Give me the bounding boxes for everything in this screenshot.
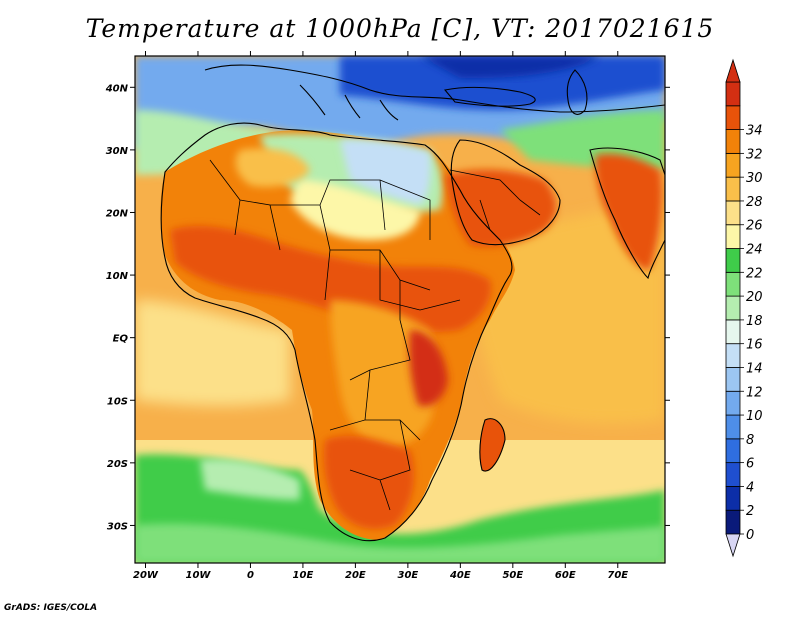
colorbar-swatch bbox=[725, 129, 741, 154]
black-sea-coast bbox=[443, 86, 536, 107]
colorbar-swatch bbox=[725, 319, 741, 345]
colorbar-label: 8 bbox=[746, 433, 754, 448]
south-africa-hot bbox=[323, 435, 415, 529]
colorbar-label: 2 bbox=[746, 504, 754, 519]
colorbar-swatch bbox=[725, 438, 741, 464]
colorbar-swatch bbox=[725, 462, 741, 487]
arabia-coastline bbox=[450, 139, 561, 246]
colorbar-under-arrow bbox=[725, 533, 741, 558]
india-hot bbox=[595, 153, 662, 270]
colorbar-swatch bbox=[725, 224, 741, 249]
colorbar-swatch bbox=[725, 367, 741, 392]
lon-tick-label: 60E bbox=[555, 570, 576, 581]
colorbar-swatch bbox=[725, 509, 741, 535]
colorbar-label: 30 bbox=[746, 171, 763, 186]
colorbar-swatch bbox=[725, 390, 741, 416]
colorbar-label: 16 bbox=[746, 338, 763, 353]
colorbar-label: 6 bbox=[746, 457, 754, 472]
lon-tick-label: 20W bbox=[133, 570, 159, 581]
sahel-yellow bbox=[290, 180, 420, 240]
colorbar-label: 10 bbox=[746, 409, 763, 424]
lat-tick-label: 20N bbox=[106, 208, 129, 219]
coastlines bbox=[160, 64, 665, 542]
colorbar-label: 28 bbox=[746, 195, 763, 210]
latitude-axis: 40N 30N 20N 10N EQ 10S 20S 30S bbox=[105, 83, 670, 532]
northwest-warm bbox=[235, 148, 310, 187]
map-title: Temperature at 1000hPa [C], VT: 20170216… bbox=[85, 14, 715, 43]
ocean-band-south-18 bbox=[135, 523, 665, 563]
borders-lines bbox=[209, 159, 541, 511]
caspian-sea-coast bbox=[566, 69, 588, 115]
sahara-lightblue bbox=[340, 139, 431, 205]
lat-tick-label: 10N bbox=[106, 271, 129, 282]
colorbar-label: 4 bbox=[746, 480, 754, 495]
colorbar-swatch bbox=[725, 414, 741, 440]
colorbar-swatch bbox=[725, 105, 741, 130]
colorbar-swatch bbox=[725, 343, 741, 368]
colorbar-swatch bbox=[725, 486, 741, 511]
lat-tick-label: 20S bbox=[107, 459, 128, 470]
colorbar-label: 32 bbox=[746, 147, 763, 162]
colorbar-over-arrow bbox=[725, 58, 741, 83]
lon-tick-label: 30E bbox=[397, 570, 418, 581]
lat-tick-label: 40N bbox=[105, 83, 129, 94]
colorbar-label: 12 bbox=[746, 385, 763, 400]
colorbar-label: 24 bbox=[746, 243, 763, 258]
arabia-hot bbox=[445, 169, 557, 247]
lat-tick-label: 30N bbox=[106, 146, 129, 157]
middle-east-green bbox=[500, 110, 665, 170]
madagascar-field bbox=[479, 418, 505, 471]
colorbar-swatch bbox=[725, 200, 741, 226]
africa-coastline bbox=[160, 122, 513, 542]
lon-tick-label: 10E bbox=[293, 570, 314, 581]
lon-tick-label: 50E bbox=[502, 570, 523, 581]
colorbar-swatch bbox=[725, 152, 741, 178]
plot-frame bbox=[134, 55, 666, 564]
grads-credit: GrADS: IGES/COLA bbox=[4, 603, 98, 613]
ocean-patch-cool bbox=[200, 459, 300, 500]
atlantic-patch bbox=[135, 300, 290, 406]
country-borders bbox=[209, 159, 541, 511]
colorbar-swatch bbox=[725, 176, 741, 202]
lat-tick-label: EQ bbox=[113, 334, 129, 345]
lon-tick-label: 0 bbox=[247, 570, 254, 581]
lat-tick-label: 30S bbox=[107, 521, 128, 532]
east-africa-hottest bbox=[409, 330, 448, 407]
colorbar-label: 18 bbox=[746, 314, 763, 329]
colorbar-label: 14 bbox=[746, 361, 763, 376]
colorbar-swatch bbox=[725, 271, 741, 297]
north-cold-region bbox=[340, 56, 665, 110]
north-coldest-region bbox=[420, 56, 600, 79]
lon-tick-label: 10W bbox=[185, 570, 211, 581]
india-coastline bbox=[589, 147, 665, 280]
colorbar-swatch bbox=[725, 248, 741, 273]
colorbar-label: 0 bbox=[746, 528, 754, 543]
colorbar-label: 34 bbox=[746, 124, 763, 139]
madagascar-coastline bbox=[479, 418, 506, 472]
mediterranean-coasts bbox=[299, 84, 399, 121]
colorbar-label: 22 bbox=[746, 266, 763, 281]
sahel-hottest bbox=[170, 225, 491, 333]
colorbar-swatch bbox=[725, 295, 741, 321]
colorbar-label: 26 bbox=[746, 219, 763, 234]
colorbar-swatch bbox=[725, 81, 741, 107]
lon-tick-label: 40E bbox=[449, 570, 471, 581]
colorbar-label: 20 bbox=[746, 290, 763, 305]
europe-coastline bbox=[204, 64, 665, 113]
lat-tick-label: 10S bbox=[107, 396, 128, 407]
indian-ocean-warm bbox=[460, 200, 665, 424]
lon-tick-label: 20E bbox=[345, 570, 366, 581]
longitude-axis: 20W 10W 0 10E 20E 30E 40E 50E 60E 70E bbox=[133, 51, 628, 581]
lon-tick-label: 70E bbox=[607, 570, 628, 581]
